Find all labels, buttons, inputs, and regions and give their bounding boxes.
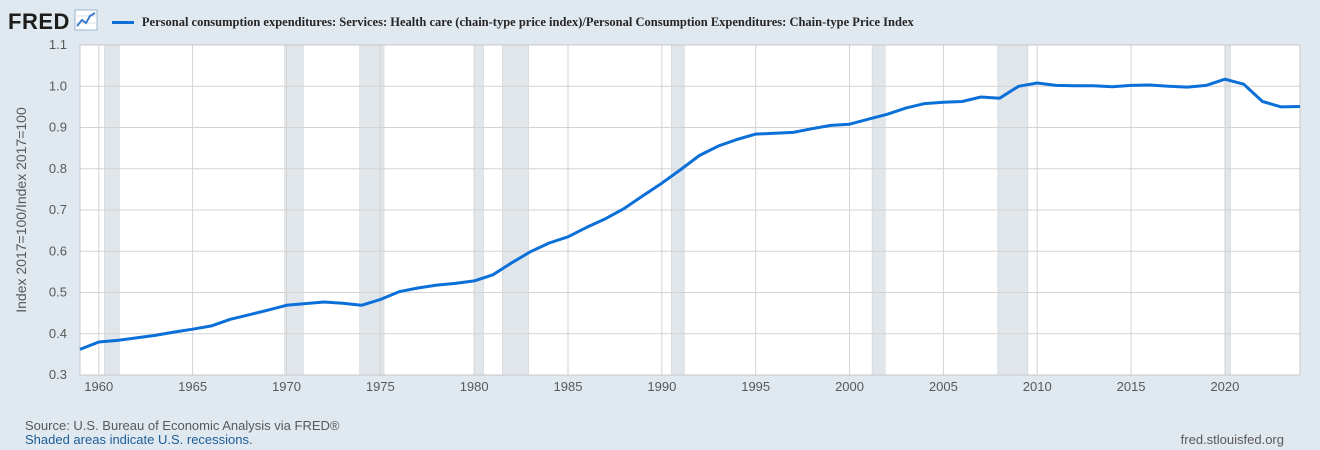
x-tick-label: 2020 (1210, 379, 1239, 394)
source-note: Source: U.S. Bureau of Economic Analysis… (25, 418, 340, 433)
trend-line-icon (74, 9, 98, 36)
y-axis: 0.3 0.4 0.5 0.6 0.7 0.8 0.9 1.0 1.1 (49, 37, 67, 382)
x-tick-label: 1965 (178, 379, 207, 394)
x-tick-label: 2000 (835, 379, 864, 394)
chart-header: FRED Personal consumption expenditures: … (8, 6, 914, 38)
legend-swatch (111, 20, 134, 24)
fred-logo[interactable]: FRED (8, 9, 70, 34)
gridlines (79, 44, 1301, 376)
y-tick-label: 0.9 (49, 120, 67, 135)
x-tick-label: 1960 (84, 379, 113, 394)
y-tick-label: 0.4 (49, 326, 67, 341)
x-tick-label: 2010 (1023, 379, 1052, 394)
y-axis-label: Index 2017=100/Index 2017=100 (13, 107, 29, 313)
y-tick-label: 0.7 (49, 202, 67, 217)
y-tick-label: 0.6 (49, 243, 67, 258)
x-tick-label: 1970 (272, 379, 301, 394)
x-axis: 1960 1965 1970 1975 1980 1985 1990 1995 2000 2005… (84, 379, 1239, 394)
x-tick-label: 1980 (460, 379, 489, 394)
recession-note[interactable]: Shaded areas indicate U.S. recessions. (25, 432, 253, 447)
site-url[interactable]: fred.stlouisfed.org (1180, 432, 1284, 447)
series-line[interactable] (79, 77, 1301, 351)
series-layer (79, 77, 1301, 351)
x-tick-label: 1985 (554, 379, 583, 394)
chart-legend: Personal consumption expenditures: Servi… (111, 14, 914, 30)
x-tick-label: 2005 (929, 379, 958, 394)
y-tick-label: 0.5 (49, 285, 67, 300)
y-tick-label: 0.3 (49, 367, 67, 382)
x-tick-label: 1990 (647, 379, 676, 394)
plot-border (79, 44, 1301, 376)
x-tick-label: 1975 (366, 379, 395, 394)
x-tick-label: 1995 (741, 379, 770, 394)
y-tick-label: 1.1 (49, 37, 67, 52)
x-tick-label: 2015 (1117, 379, 1146, 394)
y-tick-label: 1.0 (49, 78, 67, 93)
legend-series-label: Personal consumption expenditures: Servi… (141, 14, 914, 29)
y-tick-label: 0.8 (49, 161, 67, 176)
